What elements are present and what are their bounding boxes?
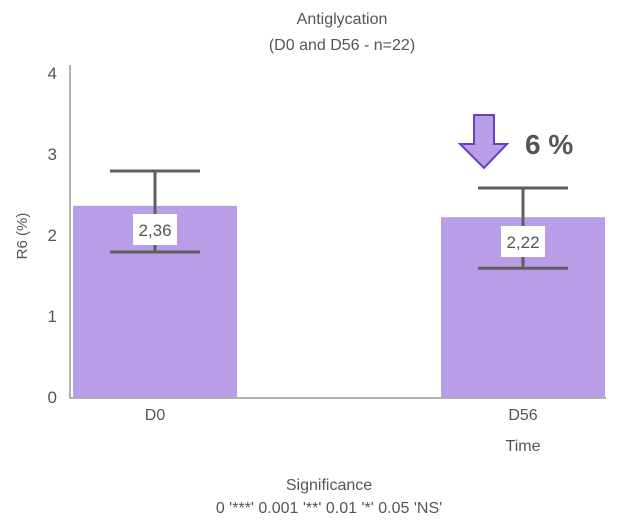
change-annotation: 6 % xyxy=(525,129,573,160)
x-tick-label: D0 xyxy=(145,407,166,424)
x-axis-label: Time xyxy=(506,438,541,455)
data-label-box xyxy=(501,226,545,257)
data-label: 2,36 xyxy=(138,221,171,240)
chart-subtitle: (D0 and D56 - n=22) xyxy=(269,37,415,54)
down-arrow-icon xyxy=(457,114,510,170)
data-label-box xyxy=(133,214,177,245)
y-tick-label: 4 xyxy=(48,64,57,83)
y-tick-label: 1 xyxy=(48,307,57,326)
y-tick-label: 0 xyxy=(48,388,57,407)
chart-title: Antiglycation xyxy=(297,11,388,28)
x-tick-label: D56 xyxy=(508,407,537,424)
y-axis-label: R6 (%) xyxy=(14,213,31,260)
footer-text: 0 '***' 0.001 '**' 0.01 '*' 0.05 'NS' xyxy=(216,500,442,517)
y-tick-label: 3 xyxy=(48,145,57,164)
footer-title: Significance xyxy=(286,477,372,494)
data-label: 2,22 xyxy=(506,233,539,252)
y-tick-label: 2 xyxy=(48,226,57,245)
